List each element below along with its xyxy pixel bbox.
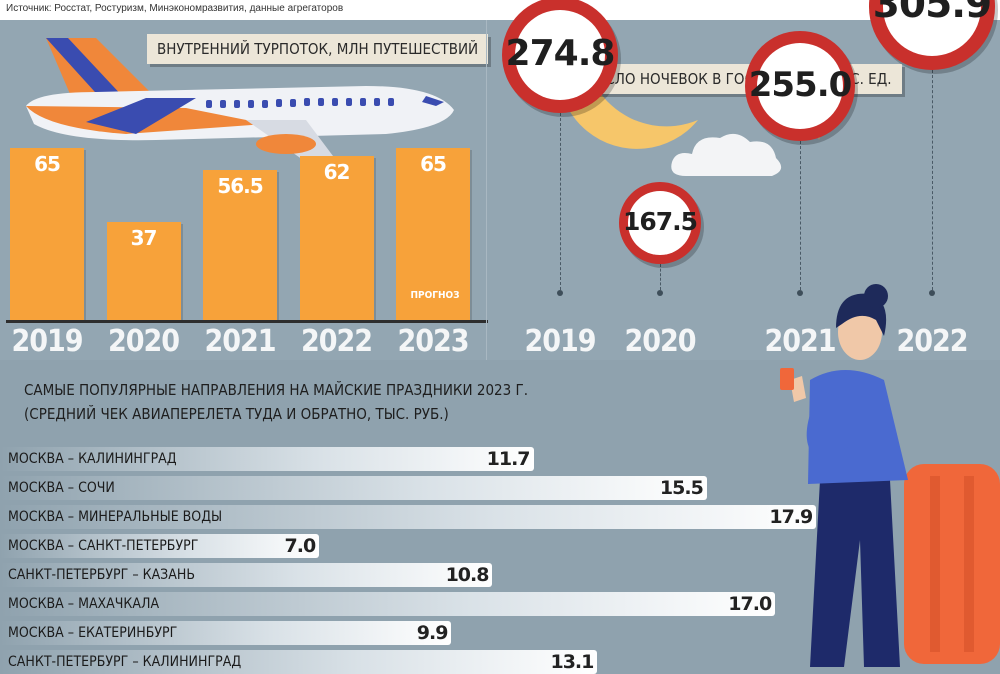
airplane-engine xyxy=(256,134,316,154)
bar-2022 xyxy=(299,155,374,320)
traveler-bun xyxy=(864,284,888,308)
circle-stem xyxy=(932,69,934,290)
route-value: 13.1 xyxy=(550,651,594,673)
route-bar: 15.5 xyxy=(0,476,707,500)
forecast-label: ПРОГНОЗ xyxy=(410,290,460,301)
route-bar: 9.9 xyxy=(0,621,452,645)
source-strip xyxy=(0,0,1000,20)
moon-illustration xyxy=(558,20,698,149)
circle-stem-dot xyxy=(797,290,803,296)
cloud-illustration xyxy=(671,133,782,176)
year-label: 2023 xyxy=(397,324,469,359)
year-label: 2022 xyxy=(300,324,373,359)
airplane-stripe xyxy=(86,98,196,134)
source-note: Источник: Росстат, Ростуризм, Минэкономр… xyxy=(6,3,344,14)
circle-stem xyxy=(560,113,562,290)
year-label: 2020 xyxy=(107,324,180,359)
route-label: МОСКВА – ЕКАТЕРИНБУРГ xyxy=(8,625,178,641)
circle-stem-dot xyxy=(929,290,935,296)
panel-divider xyxy=(486,20,487,360)
cloud-icon xyxy=(671,133,782,176)
phone-icon xyxy=(780,368,794,390)
nights-circle-2021: 255.0 xyxy=(744,30,856,141)
suitcase-stripe xyxy=(930,476,940,652)
routes-title-line1: САМЫЕ ПОПУЛЯРНЫЕ НАПРАВЛЕНИЯ НА МАЙСКИЕ … xyxy=(24,381,529,399)
route-bar: 7.0 xyxy=(0,534,320,558)
route-value: 11.7 xyxy=(486,448,531,470)
bar-chart-baseline xyxy=(6,320,488,323)
suitcase-stripe-2 xyxy=(964,476,974,652)
bar-value-label: 62 xyxy=(323,159,351,184)
nights-circle-2019: 274.8 xyxy=(501,0,619,114)
circle-inner xyxy=(756,42,844,129)
nights-year-label: 2019 xyxy=(524,324,596,359)
bar-value-label: 65 xyxy=(420,152,447,176)
routes-title: САМЫЕ ПОПУЛЯРНЫЕ НАПРАВЛЕНИЯ НА МАЙСКИЕ … xyxy=(24,378,528,426)
route-label: САНКТ-ПЕТЕРБУРГ – КАЗАНЬ xyxy=(8,567,195,583)
circle-stem-dot xyxy=(557,290,563,296)
route-bar: 17.0 xyxy=(0,592,776,616)
traveler-legs xyxy=(810,480,900,667)
bar-value-label: 56.5 xyxy=(217,174,263,199)
circle-stem-dot xyxy=(657,290,663,296)
year-label: 2019 xyxy=(11,324,83,359)
route-label: МОСКВА – СОЧИ xyxy=(8,480,115,496)
nights-year-label: 2022 xyxy=(896,324,968,359)
route-value: 17.9 xyxy=(769,506,813,528)
route-label: МОСКВА – КАЛИНИНГРАД xyxy=(8,451,177,467)
route-value: 10.8 xyxy=(445,564,490,586)
circle-inner xyxy=(628,190,692,255)
circle-stem xyxy=(660,263,662,290)
route-value: 15.5 xyxy=(659,477,704,499)
bar-2021 xyxy=(203,170,277,320)
nights-year-label: 2021 xyxy=(764,324,836,359)
route-label: МОСКВА – САНКТ-ПЕТЕРБУРГ xyxy=(8,538,199,554)
circle-value-label: 305.9 xyxy=(872,0,992,28)
bar-chart-title: ВНУТРЕННИЙ ТУРПОТОК, МЛН ПУТЕШЕСТВИЙ xyxy=(147,34,489,64)
bar-value-label: 65 xyxy=(34,152,61,176)
route-label: МОСКВА – МИНЕРАЛЬНЫЕ ВОДЫ xyxy=(8,509,223,525)
route-bar: 10.8 xyxy=(0,563,493,587)
routes-subtitle: (СРЕДНИЙ ЧЕК АВИАПЕРЕЛЕТА ТУДА И ОБРАТНО… xyxy=(24,405,449,423)
route-value: 17.0 xyxy=(728,593,772,615)
year-label: 2021 xyxy=(204,324,276,359)
bar-2020 xyxy=(106,222,181,320)
moon-icon xyxy=(558,20,698,149)
traveler-illustration xyxy=(780,284,1000,667)
airplane-cockpit xyxy=(422,96,444,106)
circle-inner xyxy=(514,9,606,101)
route-value: 7.0 xyxy=(284,535,317,557)
circle-value-label: 167.5 xyxy=(622,207,698,237)
traveler-arm xyxy=(806,390,860,452)
nights-circle-2020: 167.5 xyxy=(619,181,701,264)
route-value: 9.9 xyxy=(416,622,449,644)
airplane-illustration xyxy=(26,38,454,162)
circle-value-label: 255.0 xyxy=(748,64,853,105)
circle-stem xyxy=(800,141,802,290)
route-bar: 17.9 xyxy=(0,505,817,529)
circle-value-label: 274.8 xyxy=(505,32,616,74)
airplane-windows xyxy=(206,98,394,108)
nights-year-label: 2020 xyxy=(624,324,696,359)
route-label: МОСКВА – МАХАЧКАЛА xyxy=(8,596,160,612)
airplane-tail-stripe xyxy=(46,38,126,102)
route-label: САНКТ-ПЕТЕРБУРГ – КАЛИНИНГРАД xyxy=(8,654,242,670)
bar-2023 xyxy=(396,148,470,320)
bar-2019 xyxy=(10,148,84,320)
suitcase-body xyxy=(904,464,1000,664)
route-bar: 11.7 xyxy=(0,447,534,471)
bar-value-label: 37 xyxy=(130,226,158,251)
